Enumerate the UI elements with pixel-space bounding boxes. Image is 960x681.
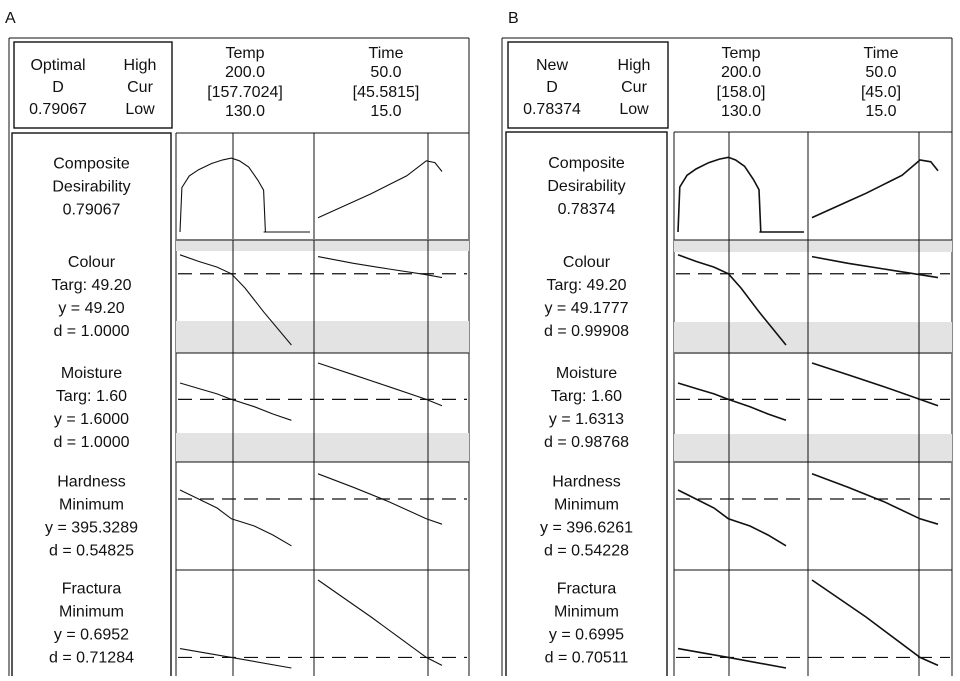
panel-label: B: [508, 10, 519, 27]
response-label-line: Targ: 49.20: [546, 277, 626, 294]
factor-current: [45.0]: [861, 84, 901, 101]
temp-response-curve: [677, 647, 787, 669]
time-response-curve: [811, 579, 939, 667]
response-label-line: y = 49.1777: [544, 300, 628, 317]
panel-label: A: [5, 10, 16, 27]
temp-response-curve: [179, 489, 292, 547]
factor-name: Time: [369, 45, 404, 62]
response-label-line: 0.78374: [558, 201, 616, 218]
desirability-band: [176, 321, 469, 353]
factor-name: Time: [864, 45, 899, 62]
time-response-curve: [811, 159, 939, 219]
response-label-line: y = 0.6995: [549, 627, 624, 644]
factor-current: [45.5815]: [353, 84, 420, 101]
temp-response-curve: [179, 382, 292, 421]
time-response-curve: [811, 362, 939, 407]
response-label-line: Desirability: [547, 178, 625, 195]
response-label-line: Targ: 1.60: [56, 388, 127, 405]
factor-current: [157.7024]: [207, 84, 283, 101]
response-label-line: y = 1.6313: [549, 411, 624, 428]
time-response-curve: [317, 473, 443, 525]
desirability-band: [674, 240, 952, 252]
response-label-line: Colour: [563, 254, 611, 271]
response-label-line: Minimum: [554, 604, 619, 621]
response-label-box: [11, 132, 172, 681]
response-label-line: Colour: [68, 254, 116, 271]
response-label-line: Targ: 1.60: [551, 388, 622, 405]
temp-response-curve: [677, 489, 787, 547]
temp-response-curve: [179, 648, 292, 669]
header-label-top: New: [536, 57, 568, 74]
factor-high: 50.0: [865, 64, 896, 81]
factor-name: Temp: [225, 45, 264, 62]
desirability-band: [176, 433, 469, 462]
factor-low: 15.0: [865, 103, 896, 120]
time-response-curve: [317, 256, 443, 279]
response-label-box: [505, 131, 668, 681]
legend-high: High: [124, 57, 157, 74]
header-box: [507, 41, 669, 129]
header-d-value: 0.79067: [29, 101, 87, 118]
factor-low: 130.0: [721, 103, 761, 120]
response-label-line: d = 0.54825: [49, 543, 134, 560]
desirability-band: [176, 239, 469, 251]
response-label-line: Moisture: [61, 365, 122, 382]
response-label-line: Hardness: [57, 474, 125, 491]
desirability-band: [674, 322, 952, 354]
response-label-line: Fractura: [62, 581, 122, 598]
response-label-line: d = 0.70511: [545, 650, 629, 667]
legend-low: Low: [125, 101, 155, 118]
response-label-line: Moisture: [556, 365, 617, 382]
header-label-top: Optimal: [30, 57, 85, 74]
response-label-line: Hardness: [552, 474, 620, 491]
time-response-curve: [317, 579, 443, 666]
response-label-line: d = 0.71284: [49, 650, 134, 667]
factor-low: 130.0: [225, 103, 265, 120]
response-label-line: Minimum: [59, 497, 124, 514]
response-label-line: Targ: 49.20: [51, 277, 131, 294]
factor-high: 200.0: [225, 64, 265, 81]
response-label-line: 0.79067: [63, 202, 121, 219]
time-response-curve: [811, 473, 939, 525]
legend-cur: Cur: [621, 79, 647, 96]
header-box: [13, 41, 173, 129]
time-response-curve: [317, 362, 443, 407]
response-label-line: Fractura: [557, 581, 617, 598]
response-label-line: d = 0.98768: [544, 434, 629, 451]
header-label-mid: D: [546, 79, 558, 96]
temp-response-curve: [677, 382, 787, 422]
response-label-line: Minimum: [554, 497, 619, 514]
legend-cur: Cur: [127, 79, 153, 96]
factor-current: [158.0]: [717, 84, 766, 101]
response-label-line: d = 0.99908: [544, 323, 629, 340]
header-d-value: 0.78374: [523, 101, 581, 118]
time-response-curve: [811, 255, 939, 279]
response-label-line: y = 0.6952: [54, 627, 129, 644]
legend-high: High: [618, 57, 651, 74]
response-label-line: d = 1.0000: [53, 434, 129, 451]
response-label-line: y = 1.6000: [54, 411, 129, 428]
desirability-band: [674, 434, 952, 463]
temp-response-curve: [677, 156, 804, 233]
header-label-mid: D: [52, 79, 64, 96]
response-label-line: Composite: [548, 155, 625, 172]
response-label-line: y = 396.6261: [540, 520, 633, 537]
response-label-line: Composite: [53, 156, 130, 173]
response-label-line: d = 1.0000: [53, 323, 129, 340]
response-label-line: d = 0.54228: [544, 543, 629, 560]
factor-high: 200.0: [721, 64, 761, 81]
factor-name: Temp: [721, 45, 760, 62]
temp-response-curve: [179, 157, 310, 233]
time-response-curve: [317, 160, 443, 219]
factor-high: 50.0: [370, 64, 401, 81]
response-label-line: Minimum: [59, 604, 124, 621]
response-label-line: Desirability: [52, 179, 130, 196]
factor-low: 15.0: [370, 103, 401, 120]
response-label-line: y = 395.3289: [45, 520, 138, 537]
response-label-line: y = 49.20: [58, 300, 124, 317]
legend-low: Low: [619, 101, 649, 118]
